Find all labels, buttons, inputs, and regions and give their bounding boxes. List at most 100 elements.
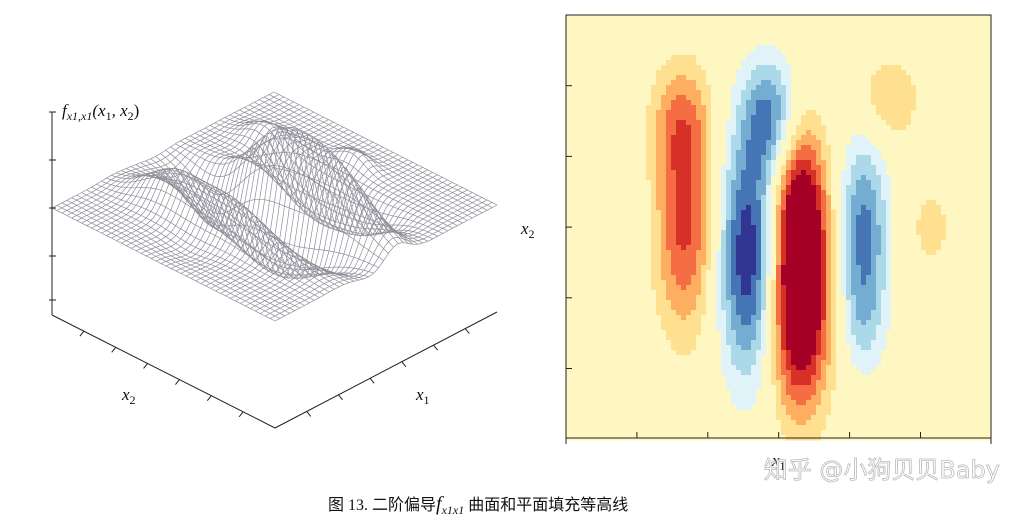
contour-cell <box>636 195 642 201</box>
contour-cell <box>781 95 787 101</box>
contour-cell <box>706 40 712 46</box>
contour-cell <box>681 205 687 211</box>
contour-cell <box>621 20 627 26</box>
contour-cell <box>601 195 607 201</box>
contour-cell <box>776 165 782 171</box>
contour-cell <box>636 395 642 401</box>
contour-cell <box>771 420 777 426</box>
contour-cell <box>711 120 717 126</box>
contour-cell <box>736 395 742 401</box>
contour-cell <box>666 255 672 261</box>
contour-cell <box>596 60 602 66</box>
contour-cell <box>651 145 657 151</box>
contour-cell <box>786 60 792 66</box>
contour-cell <box>751 410 757 416</box>
contour-cell <box>696 415 702 421</box>
contour-cell <box>671 250 677 256</box>
contour-cell <box>646 230 652 236</box>
contour-cell <box>791 135 797 141</box>
contour-cell <box>691 170 697 176</box>
x1-axis-label: x1 <box>415 385 430 407</box>
contour-cell <box>791 265 797 271</box>
contour-cell <box>671 130 677 136</box>
contour-cell <box>796 405 802 411</box>
contour-cell <box>641 250 647 256</box>
contour-cell <box>796 160 802 166</box>
contour-cell <box>761 200 767 206</box>
contour-cell <box>691 45 697 51</box>
mesh-line <box>245 189 468 307</box>
contour-cell <box>566 395 572 401</box>
contour-cell <box>696 275 702 281</box>
contour-cell <box>696 185 702 191</box>
contour-cell <box>606 350 612 356</box>
contour-cell <box>791 260 797 266</box>
contour-cell <box>606 420 612 426</box>
contour-cell <box>841 190 847 196</box>
contour-cell <box>571 200 577 206</box>
contour-cell <box>641 325 647 331</box>
contour-cell <box>631 240 637 246</box>
tick <box>175 379 180 385</box>
contour-cell <box>751 125 757 131</box>
contour-cell <box>846 410 852 416</box>
contour-cell <box>611 185 617 191</box>
contour-cell <box>611 280 617 286</box>
contour-cell <box>571 40 577 46</box>
contour-cell <box>716 325 722 331</box>
contour-cell <box>756 30 762 36</box>
contour-cell <box>571 145 577 151</box>
contour-cell <box>601 310 607 316</box>
contour-cell <box>806 105 812 111</box>
contour-cell <box>686 220 692 226</box>
mesh-line <box>194 132 419 245</box>
contour-cell <box>811 135 817 141</box>
contour-cell <box>706 30 712 36</box>
contour-cell <box>796 335 802 341</box>
contour-cell <box>726 310 732 316</box>
contour-cell <box>686 385 692 391</box>
contour-cell <box>596 95 602 101</box>
tick <box>306 411 312 417</box>
contour-cell <box>751 180 757 186</box>
contour-cell <box>666 60 672 66</box>
contour-cell <box>826 100 832 106</box>
contour-cell <box>566 60 572 66</box>
contour-cell <box>591 355 597 361</box>
contour-cell <box>696 330 702 336</box>
contour-cell <box>691 310 697 316</box>
contour-cell <box>616 220 622 226</box>
contour-cell <box>781 80 787 86</box>
contour-cell <box>831 225 837 231</box>
contour-cell <box>701 380 707 386</box>
contour-cell <box>711 255 717 261</box>
contour-cell <box>601 270 607 276</box>
contour-cell <box>746 135 752 141</box>
contour-cell <box>581 170 587 176</box>
contour-cell <box>711 65 717 71</box>
contour-cell <box>661 260 667 266</box>
contour-cell <box>601 225 607 231</box>
contour-cell <box>841 35 847 41</box>
contour-cell <box>671 75 677 81</box>
contour-cell <box>681 375 687 381</box>
contour-cell <box>846 380 852 386</box>
contour-cell <box>671 310 677 316</box>
contour-cell <box>626 130 632 136</box>
contour-cell <box>661 140 667 146</box>
contour-cell <box>596 105 602 111</box>
contour-cell <box>796 270 802 276</box>
contour-cell <box>696 235 702 241</box>
contour-cell <box>621 45 627 51</box>
contour-cell <box>801 185 807 191</box>
contour-cell <box>816 320 822 326</box>
contour-cell <box>716 330 722 336</box>
contour-cell <box>736 290 742 296</box>
contour-cell <box>666 200 672 206</box>
contour-cell <box>676 235 682 241</box>
contour-cell <box>836 330 842 336</box>
contour-cell <box>776 20 782 26</box>
contour-cell <box>651 85 657 91</box>
contour-cell <box>836 255 842 261</box>
contour-cell <box>576 355 582 361</box>
